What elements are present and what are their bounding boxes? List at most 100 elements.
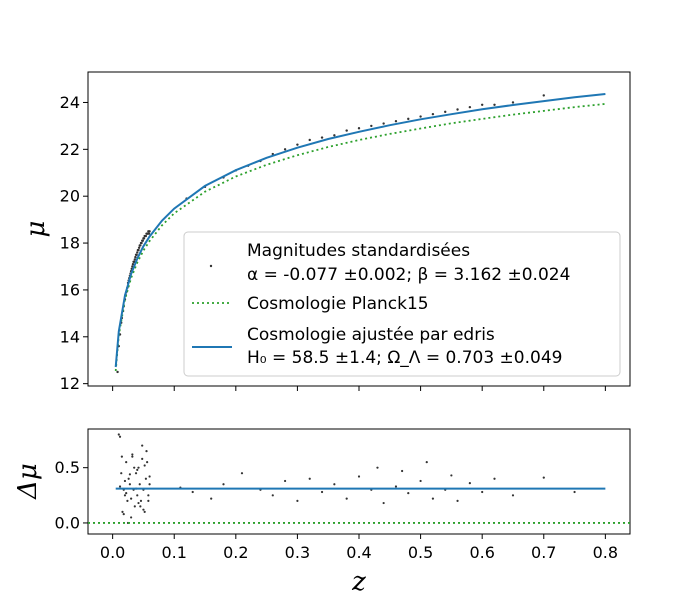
residual-point: [139, 505, 142, 508]
y-tick-label: 20: [60, 187, 80, 206]
residual-point: [120, 472, 123, 475]
data-point: [468, 105, 472, 109]
data-point: [133, 258, 137, 261]
residual-point: [542, 476, 545, 479]
y-tick-label: 12: [60, 374, 80, 393]
residual-point: [134, 472, 138, 475]
legend-box: [183, 231, 621, 377]
data-point: [394, 120, 398, 123]
residual-point: [131, 453, 134, 456]
bottom-y-axis-label: Δμ: [13, 463, 43, 500]
x-tick-label: 0.1: [162, 543, 187, 562]
residual-point: [296, 499, 299, 502]
residual-point: [126, 499, 129, 502]
data-point: [542, 94, 545, 97]
residual-point: [431, 497, 435, 500]
data-point: [135, 253, 138, 256]
residual-point: [137, 501, 140, 505]
data-point: [148, 230, 151, 233]
residual-point: [123, 494, 127, 497]
residual-point: [141, 444, 144, 447]
x-tick-label: 0.0: [100, 543, 125, 562]
data-point: [493, 103, 496, 107]
residual-point: [148, 483, 151, 486]
residual-point: [146, 461, 149, 464]
y-tick-label: 24: [60, 93, 80, 112]
data-point: [511, 101, 515, 104]
data-point: [308, 138, 311, 142]
residual-point: [144, 477, 147, 480]
data-point: [456, 108, 459, 111]
residual-point: [133, 466, 136, 469]
residual-point: [130, 497, 133, 500]
legend-label-planck15: Cosmologie Planck15: [247, 294, 429, 314]
bottom-scatter-points: [117, 433, 576, 525]
residual-point: [283, 479, 287, 483]
residual-point: [141, 457, 144, 460]
residual-point: [382, 501, 385, 505]
residual-point: [147, 499, 150, 502]
data-point: [136, 251, 139, 254]
legend: Magnitudes standardisées α = -0.077 ±0.0…: [183, 231, 621, 377]
top-x-ticks: [112, 386, 606, 391]
residual-point: [222, 483, 225, 486]
data-point: [345, 129, 348, 132]
legend-label-fit-line2: H₀ = 58.5 ±1.4; Ω_Λ = 0.703 ±0.049: [247, 348, 562, 368]
bottom-panel: 0.0 0.5 0.0 0.1 0.2 0.3 0.4 0.5 0.6 0.7 0.8 Δμ z: [13, 428, 631, 597]
bottom-x-ticks: 0.0 0.1 0.2 0.3 0.4 0.5 0.6 0.7 0.8: [100, 534, 618, 562]
x-axis-label: z: [351, 567, 366, 597]
data-point: [444, 110, 447, 114]
residual-point: [308, 477, 311, 480]
data-point: [131, 262, 135, 266]
residual-point: [142, 508, 145, 511]
data-point: [137, 248, 140, 252]
residual-point: [143, 510, 146, 513]
data-point: [141, 239, 145, 242]
residual-point: [125, 461, 128, 464]
residual-point: [123, 479, 127, 483]
data-point: [431, 112, 435, 116]
x-tick-label: 0.2: [223, 543, 248, 562]
residual-point: [139, 499, 143, 502]
top-y-axis-label: μ: [21, 221, 51, 238]
residual-point: [138, 483, 141, 486]
residual-point: [191, 490, 194, 494]
y-tick-label: 0.5: [55, 458, 80, 477]
residual-point: [456, 499, 459, 502]
residual-point: [121, 510, 124, 513]
data-point: [137, 246, 141, 249]
legend-label-fit-line1: Cosmologie ajustée par edris: [247, 325, 495, 345]
residual-point: [137, 466, 140, 469]
residual-point: [401, 469, 404, 473]
residual-point: [425, 461, 428, 464]
residual-point: [407, 492, 410, 495]
legend-marker-points: [209, 264, 213, 268]
residual-point: [468, 482, 471, 485]
bottom-plot-frame: [87, 428, 631, 535]
y-tick-label: 18: [60, 234, 80, 253]
top-panel: 12 14 16 18 20 22 24 μ Magnitudes standardisée…: [21, 71, 631, 393]
residual-point: [357, 475, 361, 478]
residual-point: [345, 497, 348, 500]
data-point: [333, 134, 336, 137]
data-point: [134, 255, 137, 259]
residual-point: [481, 490, 484, 494]
residual-point: [133, 505, 136, 508]
legend-label-points-line1: Magnitudes standardisées: [247, 241, 470, 261]
residual-point: [125, 492, 128, 495]
residual-point: [118, 485, 122, 488]
y-tick-label: 0.0: [55, 513, 80, 532]
residual-point: [136, 468, 139, 471]
data-point: [480, 103, 484, 107]
data-point: [296, 143, 299, 146]
residual-point: [136, 494, 139, 497]
y-tick-label: 16: [60, 280, 80, 299]
y-tick-label: 14: [60, 327, 80, 346]
x-tick-label: 0.7: [531, 543, 556, 562]
data-point: [116, 370, 119, 374]
data-point: [147, 232, 151, 235]
residual-point: [419, 479, 422, 483]
data-point: [357, 127, 361, 130]
residual-point: [147, 494, 150, 497]
